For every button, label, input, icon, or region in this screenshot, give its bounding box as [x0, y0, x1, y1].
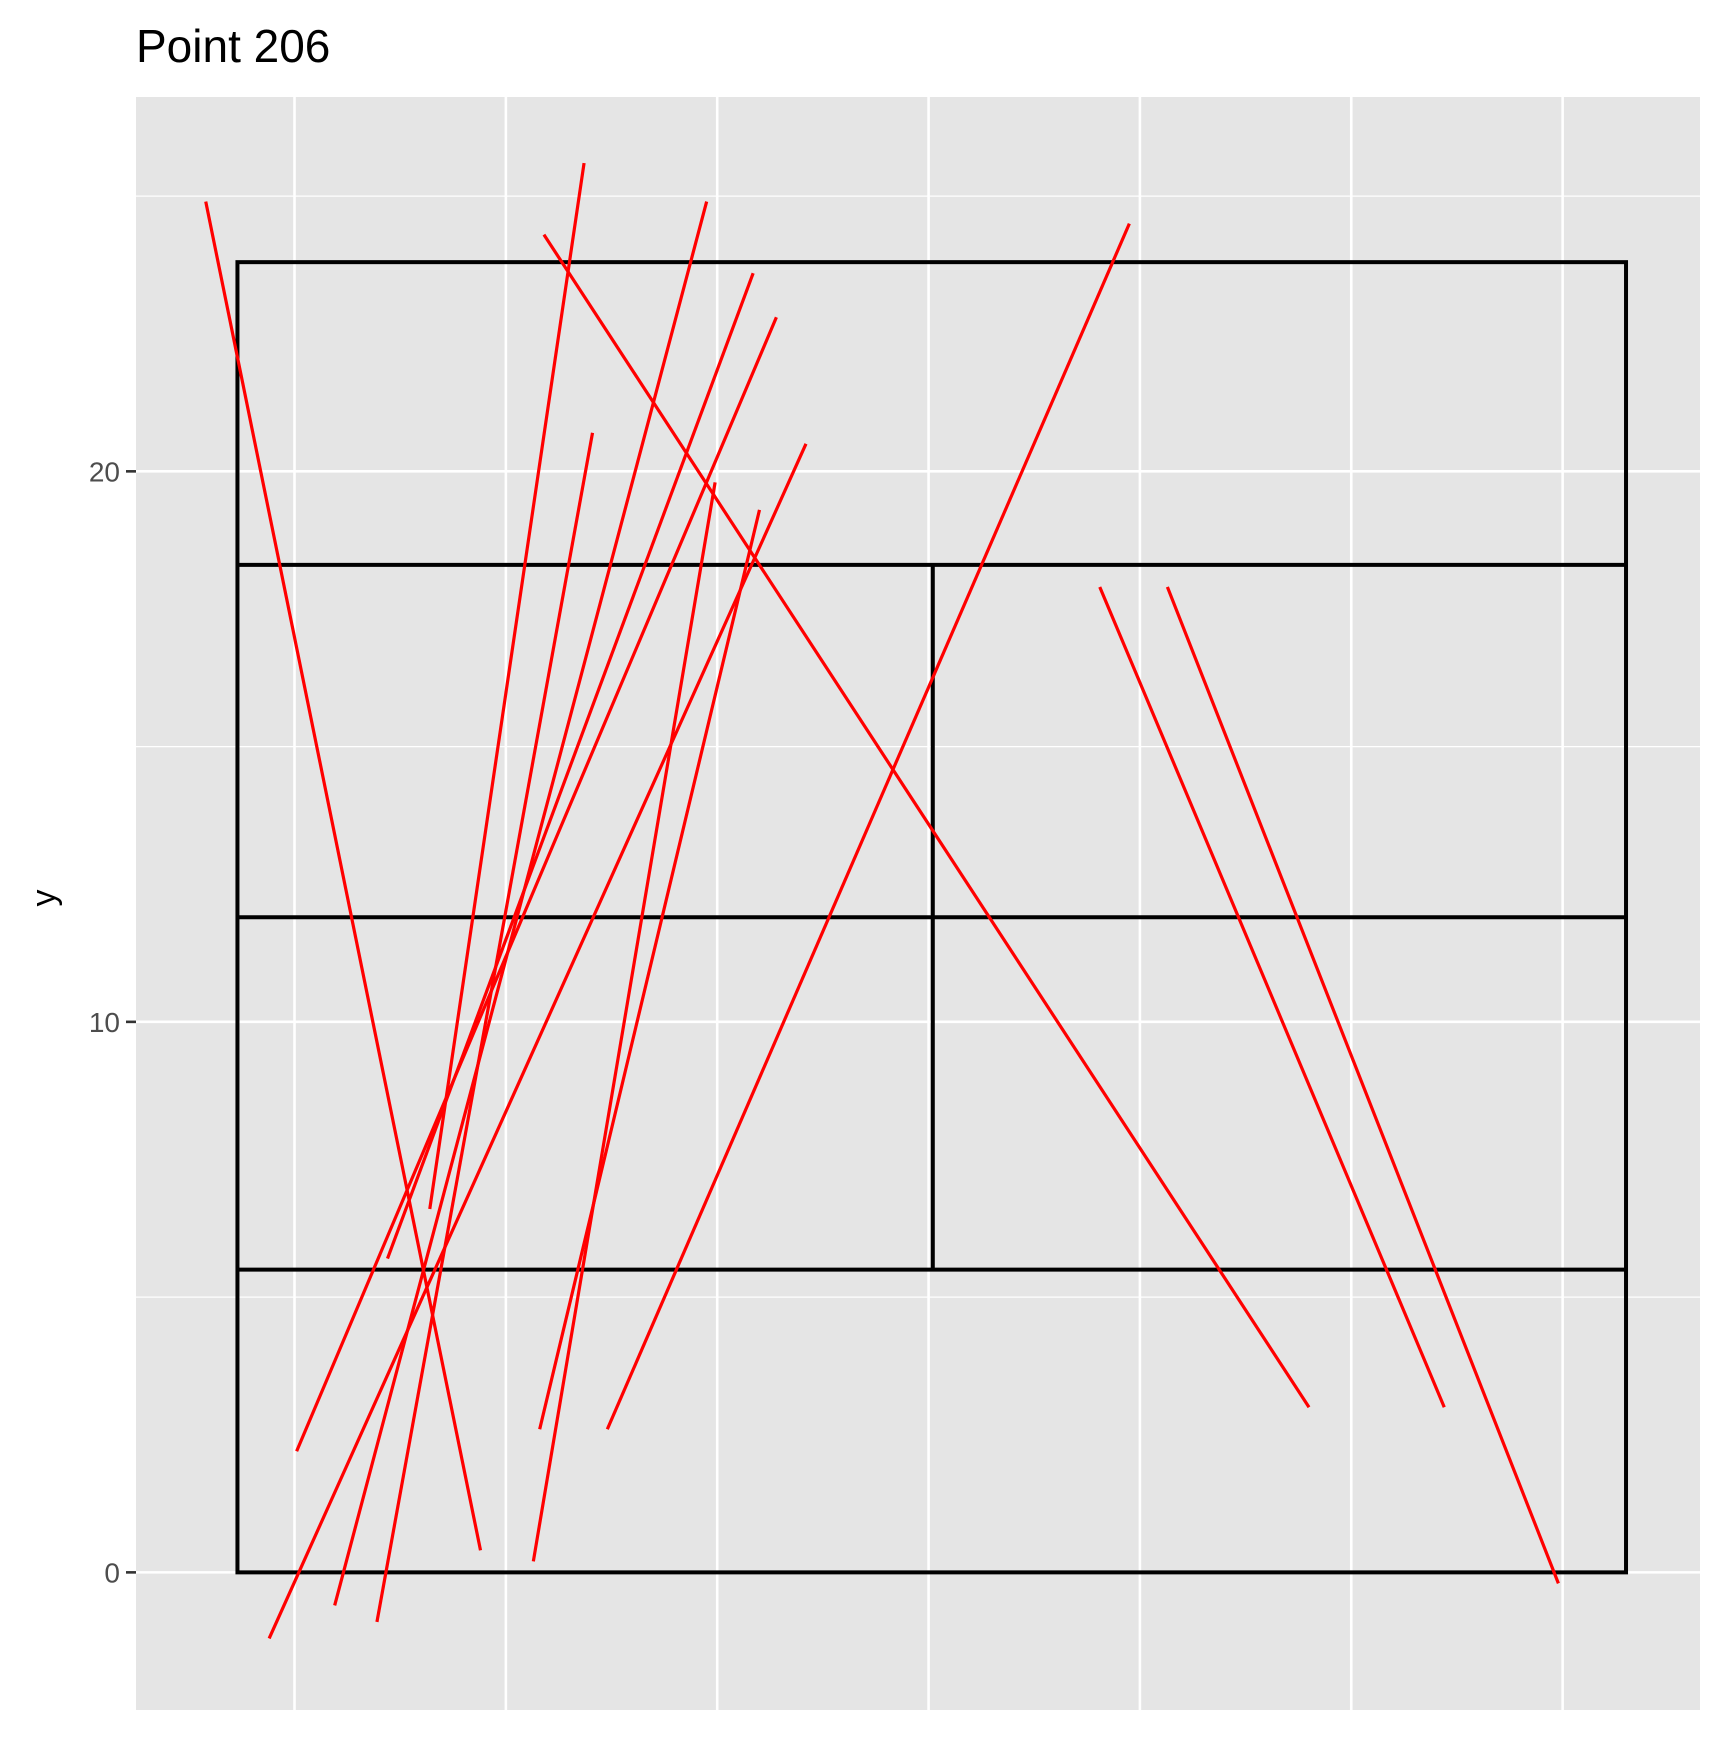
y-tick-label: 0: [104, 1557, 120, 1588]
y-axis: 0 10 20: [89, 456, 136, 1588]
segment-line: [1098, 586, 1446, 1408]
segment-line: [375, 432, 595, 1623]
segment-line: [1165, 586, 1560, 1584]
plot-panel: [136, 97, 1700, 1710]
y-tick-label: 10: [89, 1007, 120, 1038]
segment-line: [542, 233, 1311, 1409]
segment-line: [428, 162, 586, 1210]
segment-line: [267, 443, 808, 1640]
segment-line: [605, 222, 1131, 1430]
reference-frame: [235, 260, 1629, 1575]
chart-title: Point 206: [136, 20, 330, 72]
y-axis-title: y: [25, 890, 63, 907]
red-segments: [204, 162, 1560, 1640]
segment-line: [204, 201, 483, 1551]
segment-line: [538, 509, 762, 1430]
y-tick-label: 20: [89, 456, 120, 487]
segment-line: [531, 482, 717, 1562]
segment-line: [295, 316, 778, 1452]
